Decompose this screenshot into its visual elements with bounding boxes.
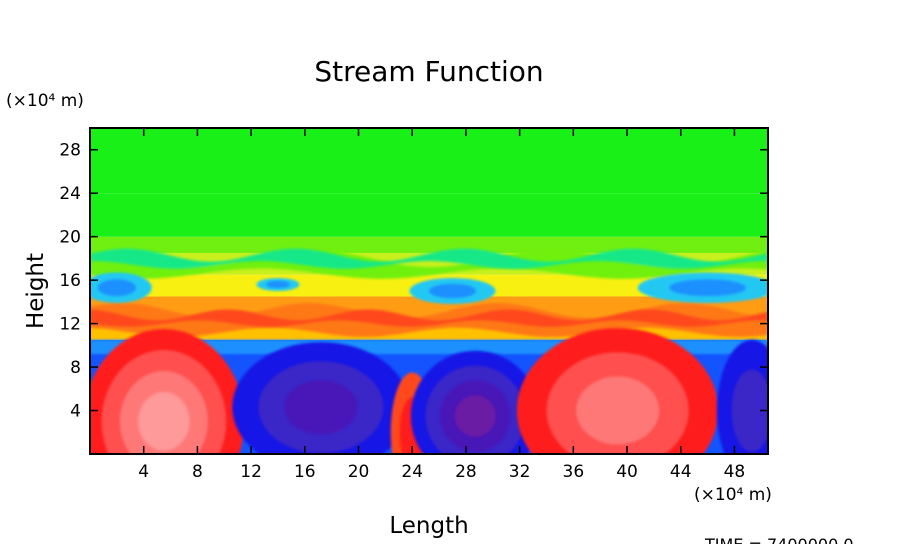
y-tick-label-16: 16 (59, 271, 81, 291)
x-axis: 4 8 12 16 20 24 28 32 36 40 44 48 (138, 128, 745, 482)
y-tick-label-12: 12 (59, 315, 81, 335)
band-6 (90, 193, 768, 237)
x-tick-label-28: 28 (455, 462, 477, 482)
x-tick-label-36: 36 (563, 462, 585, 482)
low-vortex-6 (716, 339, 768, 454)
low-vortex-4-level-3 (454, 395, 496, 437)
x-tick-label-4: 4 (138, 462, 149, 482)
y-tick-label-8: 8 (70, 358, 81, 378)
y-axis: 4 8 12 16 20 24 28 (59, 141, 768, 422)
x-axis-label: Length (389, 513, 468, 539)
low-vortex-1-level-3 (138, 392, 190, 451)
chart-title: Stream Function (314, 55, 543, 88)
low-vortex-1 (90, 329, 245, 454)
low-vortex-4 (410, 350, 540, 454)
low-vortex-6-level-1 (731, 369, 768, 452)
field-cells (90, 327, 768, 454)
low-vortex-2 (232, 342, 410, 454)
blue-pocket-0 (97, 279, 137, 297)
x-tick-label-12: 12 (240, 462, 262, 482)
x-tick-label-32: 32 (509, 462, 531, 482)
blue-pocket-2 (669, 279, 746, 297)
x-tick-label-40: 40 (616, 462, 638, 482)
x-tick-label-8: 8 (192, 462, 203, 482)
time-readout: TIME = 7400000.0 (704, 535, 854, 544)
x-tick-label-16: 16 (294, 462, 316, 482)
low-vortex-5-level-2 (576, 376, 660, 445)
x-tick-label-48: 48 (724, 462, 746, 482)
y-tick-label-20: 20 (59, 228, 81, 248)
wave-teal (90, 248, 768, 269)
y-axis-label: Height (23, 253, 49, 329)
y-tick-label-28: 28 (59, 141, 81, 161)
x-tick-label-44: 44 (670, 462, 692, 482)
x-tick-label-20: 20 (348, 462, 370, 482)
blue-pocket-3 (266, 280, 290, 289)
band-7 (90, 128, 768, 194)
x-tick-label-24: 24 (401, 462, 423, 482)
plot-frame (89, 127, 769, 455)
plot-area (90, 128, 768, 454)
y-tick-label-4: 4 (70, 402, 81, 422)
band-5 (90, 236, 768, 253)
low-vortex-2-level-2 (284, 380, 358, 435)
field-bands (90, 128, 768, 454)
y-axis-unit: (×10⁴ m) (6, 91, 84, 111)
x-axis-unit: (×10⁴ m) (694, 485, 772, 505)
y-tick-label-24: 24 (59, 184, 81, 204)
blue-pocket-1 (428, 283, 477, 299)
wave-red-orange (90, 309, 768, 327)
low-vortex-5 (516, 327, 719, 454)
